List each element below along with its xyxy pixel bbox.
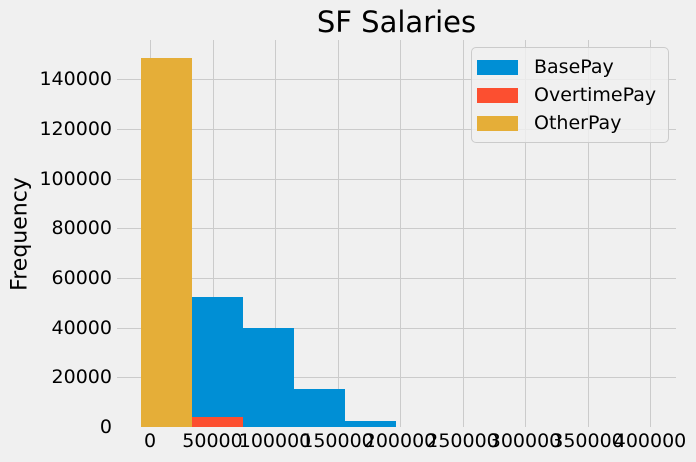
gridline-horizontal <box>117 178 676 180</box>
x-tick-label: 300000 <box>488 430 562 452</box>
x-tick-label: 0 <box>143 430 157 452</box>
legend-label: OtherPay <box>534 112 622 134</box>
gridline-vertical <box>337 40 339 427</box>
gridline-horizontal <box>117 228 676 230</box>
y-tick-label: 100000 <box>39 167 112 190</box>
x-tick-label: 150000 <box>301 430 374 452</box>
y-tick-label: 80000 <box>51 217 112 240</box>
x-tick-label: 250000 <box>426 430 499 452</box>
gridline-vertical <box>275 40 276 427</box>
gridline-horizontal <box>117 377 676 379</box>
legend-item-overtimepay: OvertimePay <box>477 81 656 109</box>
legend-swatch-icon <box>477 115 518 131</box>
hist-bar-basepay-bin3 <box>243 327 294 427</box>
gridline-vertical <box>587 40 589 427</box>
gridline-vertical <box>400 40 401 427</box>
hist-bar-overtimepay-bin2 <box>192 417 243 427</box>
y-tick-label: 140000 <box>39 68 112 91</box>
x-tick-label: 350000 <box>551 430 624 452</box>
chart-title: SF Salaries <box>316 5 477 39</box>
x-tick-label: 100000 <box>238 430 312 452</box>
gridline-horizontal <box>117 128 676 130</box>
y-tick-label: 20000 <box>51 366 112 389</box>
legend-swatch-icon <box>477 59 518 75</box>
y-tick-label: 0 <box>99 416 112 438</box>
gridline-vertical <box>650 40 651 427</box>
y-tick-label: 60000 <box>51 267 112 289</box>
y-tick-label: 120000 <box>39 117 112 140</box>
x-tick-label: 200000 <box>363 430 437 452</box>
legend-label: BasePay <box>534 56 614 78</box>
hist-bar-basepay-bin2 <box>192 296 243 427</box>
plot-area <box>117 40 676 427</box>
legend-label: OvertimePay <box>534 84 657 106</box>
legend-swatch-icon <box>477 87 518 103</box>
gridline-vertical <box>462 40 464 427</box>
gridline-horizontal <box>117 79 676 81</box>
legend: BasePay OvertimePay OtherPay <box>471 47 670 143</box>
y-tick-label: 40000 <box>51 316 112 339</box>
x-tick-label: 50000 <box>182 430 243 452</box>
legend-item-basepay: BasePay <box>477 53 656 81</box>
gridline-vertical <box>525 40 526 427</box>
hist-bar-otherpay-bin1 <box>141 57 193 427</box>
gridline-horizontal <box>117 327 676 329</box>
x-tick-label: 400000 <box>613 430 687 452</box>
gridline-vertical <box>212 40 214 427</box>
hist-bar-basepay-bin4 <box>293 388 345 427</box>
legend-item-otherpay: OtherPay <box>477 109 656 137</box>
gridline-horizontal <box>117 278 676 279</box>
hist-bar-basepay-bin5 <box>344 420 396 427</box>
